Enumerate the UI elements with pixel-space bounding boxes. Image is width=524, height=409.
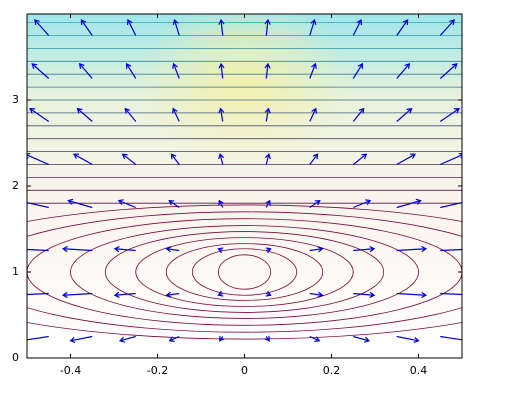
arrow — [396, 198, 422, 209]
arrow — [78, 62, 93, 79]
arrow — [118, 335, 136, 343]
arrow — [76, 107, 93, 122]
arrow — [353, 246, 376, 253]
arrow — [353, 291, 376, 298]
y-tick-label: 3 — [12, 93, 19, 106]
arrow — [264, 18, 271, 36]
arrow — [439, 63, 458, 79]
contour-line — [70, 225, 419, 319]
arrow — [264, 153, 271, 165]
arrow — [217, 247, 224, 254]
arrow — [396, 245, 428, 253]
arrow — [165, 291, 180, 298]
arrow — [170, 153, 180, 165]
arrow — [309, 18, 317, 36]
arrow — [29, 107, 50, 122]
contour-line — [104, 231, 385, 313]
arrow — [218, 199, 224, 208]
contour-line — [165, 243, 324, 301]
arrow — [265, 247, 272, 254]
arrow — [265, 290, 272, 297]
contour-line — [217, 254, 271, 290]
arrow — [218, 107, 225, 122]
arrow — [113, 246, 136, 253]
arrow — [309, 107, 317, 122]
arrow — [440, 201, 462, 209]
arrow — [218, 62, 225, 79]
arrow — [396, 107, 413, 122]
arrow — [34, 19, 50, 36]
arrow — [439, 19, 455, 36]
arrow — [218, 153, 225, 165]
arrow — [439, 107, 460, 122]
arrow — [353, 335, 371, 343]
x-tick-label: -0.2 — [147, 364, 168, 377]
arrow — [117, 199, 136, 209]
arrow — [69, 335, 93, 344]
arrow — [396, 335, 420, 344]
arrow — [27, 201, 49, 209]
x-tick-label: 0.2 — [323, 364, 341, 377]
arrow — [309, 291, 324, 298]
arrow — [264, 62, 271, 79]
y-tick-label: 0 — [12, 351, 19, 364]
arrow — [264, 335, 270, 342]
arrow — [61, 291, 93, 299]
contour-line — [27, 204, 462, 340]
arrow — [352, 62, 364, 79]
arrow — [27, 335, 49, 341]
arrow — [309, 153, 319, 165]
arrow — [352, 18, 363, 36]
x-tick-label: 0 — [241, 364, 248, 377]
arrow — [264, 107, 271, 122]
arrow — [67, 198, 93, 209]
arrow — [121, 153, 137, 165]
arrow — [353, 199, 372, 209]
arrow — [440, 248, 462, 252]
arrow — [440, 292, 462, 296]
arrow — [72, 153, 93, 166]
arrow — [352, 107, 365, 122]
arrow — [309, 246, 324, 253]
arrow — [218, 18, 225, 36]
arrow — [165, 246, 180, 253]
y-tick-label: 1 — [12, 265, 19, 278]
arrow — [309, 62, 317, 79]
arrow — [352, 153, 368, 165]
contour-line — [27, 218, 462, 326]
arrow — [27, 292, 49, 296]
arrow — [396, 291, 428, 299]
arrow — [396, 62, 411, 79]
arrow — [168, 199, 180, 208]
arrow — [172, 62, 180, 79]
arrow — [27, 248, 49, 252]
x-tick-label: -0.4 — [60, 364, 81, 377]
plot-area — [27, 14, 462, 358]
arrow — [396, 19, 409, 36]
arrow — [126, 18, 137, 36]
arrow — [80, 19, 93, 36]
contour-line — [27, 211, 462, 333]
arrow — [265, 199, 271, 208]
arrow — [309, 335, 321, 342]
arrow — [124, 107, 137, 122]
arrow — [61, 245, 93, 253]
y-tick-label: 2 — [12, 179, 19, 192]
arrow — [168, 335, 180, 342]
arrow — [113, 291, 136, 298]
x-tick-label: 0.4 — [410, 364, 428, 377]
arrow — [440, 335, 462, 341]
arrow — [396, 153, 417, 166]
arrow — [172, 18, 180, 36]
arrow — [125, 62, 137, 79]
contour-line — [135, 237, 354, 307]
arrow — [309, 199, 321, 208]
arrow — [217, 290, 224, 297]
arrow — [31, 63, 50, 79]
arrow — [172, 107, 180, 122]
contour-line — [191, 248, 298, 296]
arrow — [219, 335, 225, 342]
